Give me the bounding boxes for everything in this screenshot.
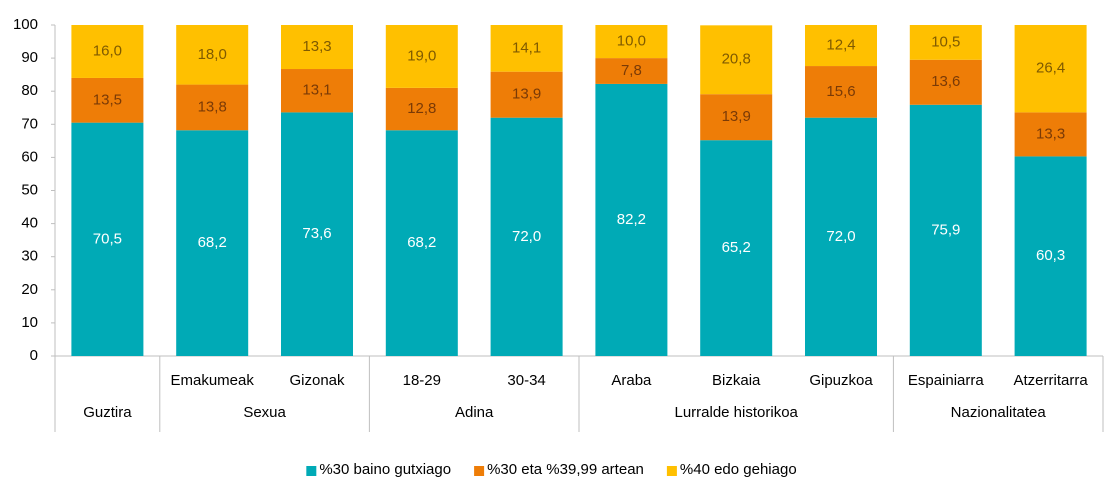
- x-tick-label: 18-29: [403, 372, 441, 389]
- data-label: 12,4: [826, 36, 855, 53]
- data-label: 82,2: [617, 211, 646, 228]
- bar-segment: [700, 25, 773, 95]
- data-label: 70,5: [93, 230, 122, 247]
- bar-segment: [909, 59, 982, 105]
- y-tick-label: 90: [21, 49, 38, 66]
- group-label: Lurralde historikoa: [674, 404, 798, 421]
- data-label: 68,2: [407, 234, 436, 251]
- bar-segment: [909, 25, 982, 60]
- data-label: 14,1: [512, 39, 541, 56]
- group-label: Guztira: [83, 404, 132, 421]
- y-tick-label: 30: [21, 248, 38, 265]
- data-label: 15,6: [826, 83, 855, 100]
- y-tick-label: 60: [21, 148, 38, 165]
- x-tick-label: Bizkaia: [712, 372, 761, 389]
- data-label: 16,0: [93, 42, 122, 59]
- bar-segment: [595, 25, 668, 59]
- data-label: 13,6: [931, 73, 960, 90]
- bar-segment: [1014, 156, 1087, 356]
- data-label: 10,5: [931, 33, 960, 50]
- data-label: 13,3: [1036, 125, 1065, 142]
- bar-segment: [1014, 112, 1087, 157]
- bar-segment: [1014, 25, 1087, 113]
- data-label: 13,1: [302, 82, 331, 99]
- bar-segment: [490, 71, 563, 118]
- legend-label: %30 eta %39,99 artean: [487, 461, 644, 478]
- y-tick-label: 10: [21, 314, 38, 331]
- data-label: 73,6: [302, 225, 331, 242]
- group-label: Nazionalitatea: [951, 404, 1047, 421]
- bar-segment: [805, 25, 877, 67]
- data-label: 13,9: [722, 108, 751, 125]
- y-tick-label: 100: [13, 16, 38, 33]
- bar-segment: [700, 140, 773, 356]
- x-tick-label: Gipuzkoa: [809, 372, 873, 389]
- data-label: 26,4: [1036, 60, 1065, 77]
- data-label: 65,2: [722, 239, 751, 256]
- data-label: 72,0: [512, 228, 541, 245]
- bar-segment: [281, 112, 353, 356]
- x-tick-label: Atzerritarra: [1014, 372, 1089, 389]
- data-label: 68,2: [198, 234, 227, 251]
- bar-segment: [281, 25, 353, 70]
- data-label: 72,0: [826, 228, 855, 245]
- y-tick-label: 20: [21, 281, 38, 298]
- x-tick-label: Araba: [611, 372, 652, 389]
- legend-swatch: [306, 466, 317, 476]
- data-label: 10,0: [617, 33, 646, 50]
- bar-segment: [595, 83, 668, 356]
- bar-segment: [490, 25, 563, 72]
- bar-segment: [71, 25, 144, 78]
- bar-segment: [490, 117, 563, 357]
- data-label: 13,3: [302, 38, 331, 55]
- data-label: 13,9: [512, 86, 541, 103]
- legend: %30 baino gutxiago %30 eta %39,99 artean%…: [306, 461, 797, 478]
- data-label: 60,3: [1036, 247, 1065, 264]
- legend-swatch: [474, 466, 485, 476]
- bar-segment: [176, 130, 249, 356]
- data-label: 20,8: [722, 51, 751, 68]
- x-tick-label: Gizonak: [289, 372, 345, 389]
- bar-segment: [805, 117, 877, 357]
- bar-segment: [176, 84, 249, 131]
- data-label: 12,8: [407, 100, 436, 117]
- data-label: 7,8: [621, 62, 642, 79]
- group-label: Adina: [455, 404, 494, 421]
- bar-segment: [595, 58, 668, 84]
- legend-swatch: [666, 466, 677, 476]
- bar-segment: [281, 69, 353, 113]
- bar-segment: [909, 104, 982, 356]
- x-tick-label: Espainiarra: [908, 372, 985, 389]
- y-tick-label: 40: [21, 215, 38, 232]
- bar-segment: [71, 122, 144, 357]
- data-label: 19,0: [407, 47, 436, 64]
- bar-segment: [385, 130, 458, 356]
- group-label: Sexua: [243, 404, 286, 421]
- y-tick-label: 0: [30, 347, 38, 364]
- bar-segment: [71, 77, 144, 123]
- bar-segment: [176, 25, 249, 85]
- legend-label: %40 edo gehiago: [680, 461, 797, 478]
- data-label: 13,5: [93, 91, 122, 108]
- x-tick-label: Emakumeak: [171, 372, 255, 389]
- y-tick-label: 50: [21, 181, 38, 198]
- y-tick-label: 80: [21, 82, 38, 99]
- data-label: 75,9: [931, 221, 960, 238]
- y-tick-label: 70: [21, 115, 38, 132]
- bar-segment: [385, 87, 458, 131]
- x-tick-label: 30-34: [507, 372, 545, 389]
- bar-segment: [700, 94, 773, 141]
- bar-segment: [385, 25, 458, 88]
- data-label: 13,8: [198, 98, 227, 115]
- legend-label: %30 baino gutxiago: [319, 461, 451, 478]
- bar-segment: [805, 66, 877, 118]
- data-label: 18,0: [198, 46, 227, 63]
